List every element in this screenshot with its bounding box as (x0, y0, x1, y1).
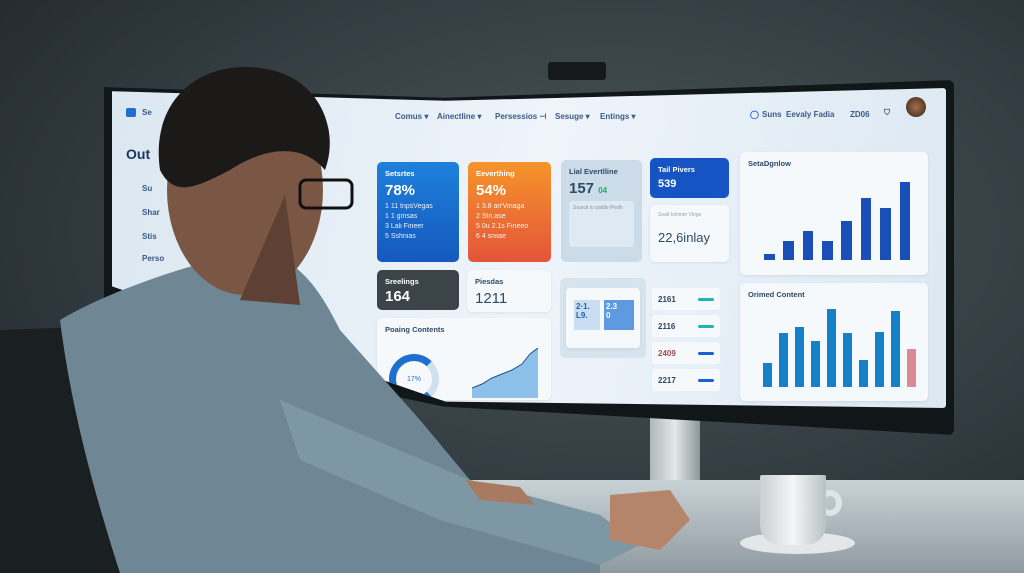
card-value: 54% (476, 182, 507, 199)
stat-card-orange[interactable]: Eeverthing 54% 1 3.8 an'Vinaga 2 Stn.ase… (468, 162, 551, 262)
list-value: 2217 (658, 375, 676, 385)
chart-bar (783, 240, 794, 260)
chart-bar (827, 309, 836, 387)
chart-bar (811, 341, 820, 387)
card-title: Setsrtes (385, 169, 415, 178)
card-line: 1 11 tnpsVegas (385, 203, 433, 210)
nav-item[interactable]: Sesuge ▾ (555, 112, 590, 121)
card-badge: 04 (598, 186, 608, 195)
nav-item[interactable]: Ainectline ▾ (437, 112, 482, 121)
chart-bar (841, 221, 853, 260)
chart-bar (860, 198, 872, 260)
chart-bar (899, 182, 911, 260)
logo-icon (126, 108, 136, 117)
list-value: 2116 (658, 321, 676, 331)
mini-value: L9. (576, 311, 588, 320)
stat-card-gray[interactable]: Lial Evertlline 157 04 Sourcit lo paidlo… (561, 160, 642, 262)
chart-card-1[interactable]: SetaDgnlow (740, 152, 928, 275)
card-value: 78% (385, 182, 416, 199)
stat-card-plain[interactable]: Piesdas 1211 (467, 270, 551, 312)
bar-chart (760, 182, 915, 260)
chart-title: SetaDgnlow (748, 159, 791, 168)
list-item[interactable]: 2116 (652, 315, 720, 337)
stat-card-white[interactable]: Sealt Ishimer Vinge 22,6inlay (650, 205, 729, 262)
chart-bar (843, 333, 852, 387)
nav-right[interactable]: Suns (762, 110, 782, 119)
hand (610, 490, 690, 550)
glasses (298, 178, 354, 210)
card-line: 1 1 gmsas (385, 213, 418, 220)
stat-card-dark[interactable]: Sreelings 164 (377, 270, 459, 310)
card-line: 6 4 sniiae (476, 233, 506, 240)
nav-item[interactable]: Persessios ⊣ (495, 112, 547, 121)
list-value: 2161 (658, 294, 676, 304)
chart-bar (880, 208, 891, 260)
card-title: Lial Evertlline (569, 167, 618, 176)
avatar[interactable] (906, 97, 926, 117)
card-sub: Sourcit lo paidlo Pholh (569, 201, 634, 247)
chart-bar (763, 363, 772, 387)
card-line: 1 3.8 an'Vinaga (476, 203, 525, 210)
bar-chart (760, 309, 920, 387)
chart-bar (763, 253, 775, 260)
sidebar-item[interactable]: Shar (142, 208, 160, 217)
card-title: Tail Pivers (658, 165, 695, 174)
card-value: 539 (658, 178, 677, 190)
sidebar-item[interactable]: Perso (142, 254, 165, 263)
mini-value: 2·1. (576, 302, 590, 311)
card-title: Poaing Contents (385, 325, 445, 334)
nav-item[interactable]: Entings ▾ (600, 112, 636, 121)
stat-card-tail[interactable]: Tail Pivers 539 (650, 158, 729, 198)
coffee-cup (760, 475, 826, 545)
logo-text: Se (142, 108, 152, 117)
list-item[interactable]: 2409 (652, 342, 720, 364)
gauge-value: 17% (407, 376, 422, 383)
card-title: Eeverthing (476, 169, 515, 178)
nav-user[interactable]: Eevaly Fadia (786, 110, 835, 119)
sidebar-item[interactable]: Su (142, 184, 153, 193)
value-list: 2161 2116 2409 2217 (652, 288, 720, 391)
card-line: 2 Stn.ase (476, 213, 506, 220)
card-value: 164 (385, 288, 411, 305)
list-item[interactable]: 2217 (652, 369, 720, 391)
list-value: 2409 (658, 348, 676, 358)
stat-card-blue[interactable]: Setsrtes 78% 1 11 tnpsVegas 1 1 gmsas 3 … (377, 162, 459, 262)
chart-bar (891, 311, 900, 387)
polar-card[interactable]: Poaing Contents 17% (377, 318, 551, 404)
chart-card-2[interactable]: Orimed Content (740, 283, 928, 401)
card-line: 5 0u 2.1s Fineeo (476, 223, 529, 230)
chart-bar (859, 360, 868, 387)
chart-bar (795, 327, 804, 387)
card-line: 3 Lali Fineer (385, 223, 424, 230)
chart-bar (875, 331, 884, 387)
mini-area-chart (471, 347, 542, 398)
chart-title: Orimed Content (748, 290, 805, 299)
nav-item[interactable]: Comus ▾ (395, 112, 429, 121)
chart-bar (802, 230, 814, 260)
card-line: 5 Sshnias (385, 233, 416, 240)
webcam (548, 62, 606, 80)
mini-value: 2.3 (606, 302, 618, 311)
card-title: Piesdas (475, 277, 504, 286)
nav-right[interactable]: ZD06 (850, 110, 870, 119)
mini-panel: 2·1. L9. 2.3 0 (560, 278, 646, 358)
chart-bar (822, 240, 833, 260)
card-value: 22,6inlay (658, 230, 711, 245)
hair (158, 66, 330, 188)
shield-icon[interactable]: ⛉ (884, 108, 890, 117)
sidebar-item[interactable]: Stis (142, 232, 157, 241)
card-value: 157 (569, 180, 595, 197)
sidebar-title: Out (126, 146, 151, 162)
card-sub: Sealt Ishimer Vinge (658, 212, 702, 218)
mini-card: 2·1. L9. 2.3 0 (566, 288, 640, 348)
card-value: 1211 (475, 290, 508, 307)
card-title: Sreelings (385, 277, 419, 286)
mini-value: 0 (606, 311, 611, 320)
chart-bar (907, 349, 916, 387)
list-item[interactable]: 2161 (652, 288, 720, 310)
status-icon: ◯ (750, 110, 759, 119)
chart-bar (779, 333, 788, 387)
